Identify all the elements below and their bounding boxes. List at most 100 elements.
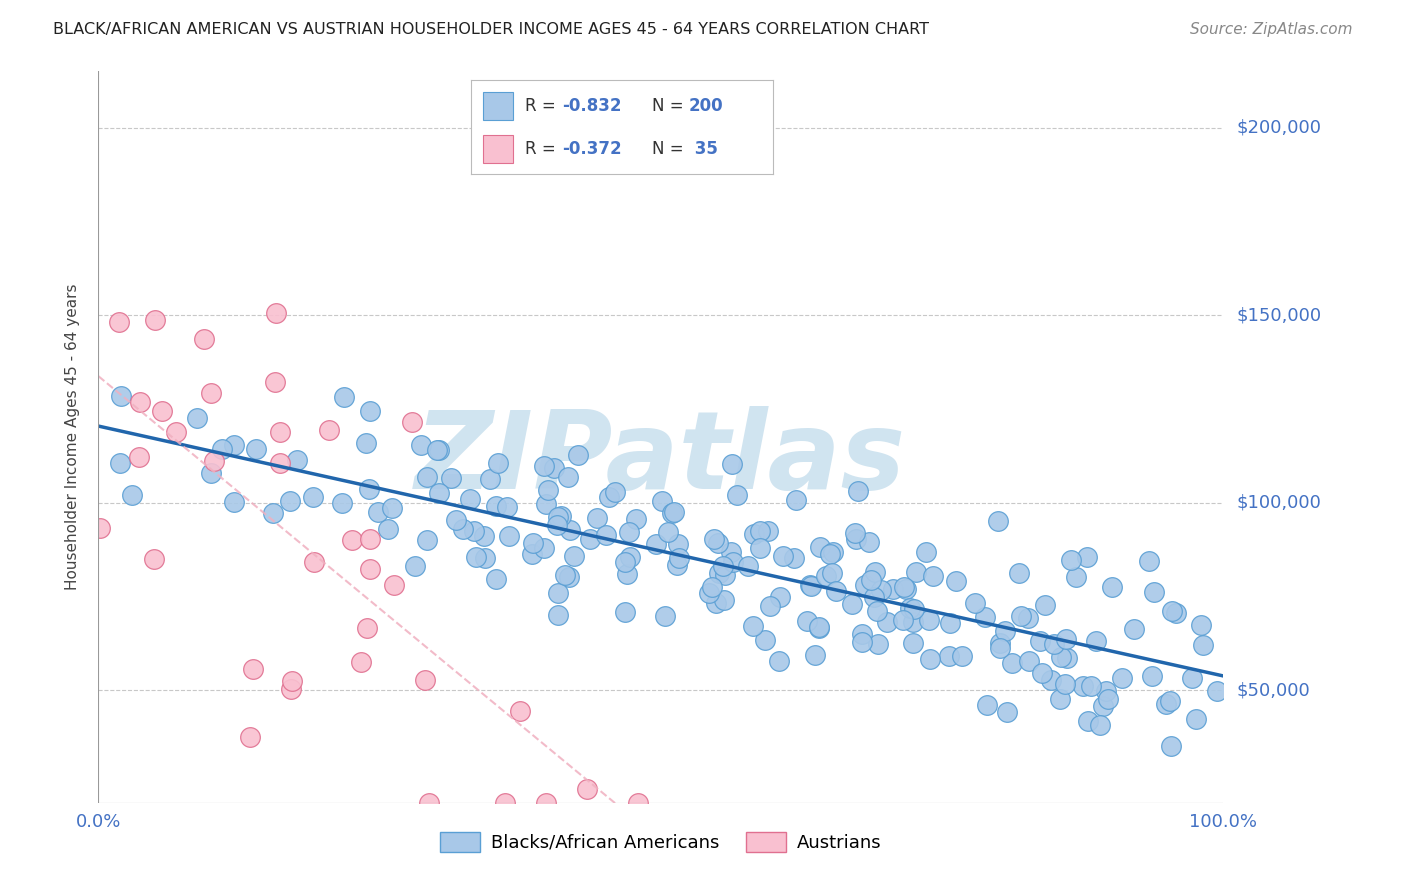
- Point: [359, 532, 381, 546]
- Point: [595, 528, 617, 542]
- Point: [142, 551, 165, 566]
- Point: [262, 506, 284, 520]
- Point: [1008, 566, 1031, 581]
- Point: [186, 410, 208, 425]
- Point: [318, 423, 340, 437]
- Point: [474, 551, 496, 566]
- Point: [1080, 679, 1102, 693]
- Point: [416, 533, 439, 548]
- Point: [495, 500, 517, 514]
- Point: [280, 682, 302, 697]
- Point: [401, 415, 423, 429]
- Point: [486, 456, 509, 470]
- Point: [558, 570, 581, 584]
- Point: [585, 511, 607, 525]
- Point: [893, 580, 915, 594]
- Point: [332, 390, 354, 404]
- Point: [446, 513, 468, 527]
- Point: [89, 521, 111, 535]
- Point: [1054, 676, 1077, 690]
- Point: [382, 577, 405, 591]
- Point: [269, 456, 291, 470]
- Point: [416, 470, 439, 484]
- Point: [427, 442, 450, 457]
- Point: [576, 782, 599, 797]
- Point: [1137, 554, 1160, 568]
- Point: [377, 522, 399, 536]
- Text: $200,000: $200,000: [1237, 119, 1322, 136]
- Point: [721, 457, 744, 471]
- Point: [1142, 668, 1164, 682]
- Point: [409, 438, 432, 452]
- Point: [619, 550, 641, 565]
- Point: [721, 555, 744, 569]
- Y-axis label: Householder Income Ages 45 - 64 years: Householder Income Ages 45 - 64 years: [65, 284, 80, 591]
- Point: [128, 394, 150, 409]
- Point: [754, 632, 776, 647]
- Point: [567, 448, 589, 462]
- Point: [557, 470, 579, 484]
- Point: [1088, 718, 1111, 732]
- Point: [426, 443, 449, 458]
- Point: [846, 484, 869, 499]
- Point: [211, 442, 233, 456]
- Point: [359, 562, 381, 576]
- Point: [772, 549, 794, 564]
- Text: 35: 35: [689, 140, 717, 158]
- Point: [749, 541, 772, 555]
- Point: [627, 796, 650, 810]
- Text: BLACK/AFRICAN AMERICAN VS AUSTRIAN HOUSEHOLDER INCOME AGES 45 - 64 YEARS CORRELA: BLACK/AFRICAN AMERICAN VS AUSTRIAN HOUSE…: [53, 22, 929, 37]
- Point: [869, 582, 891, 597]
- Point: [1071, 679, 1094, 693]
- Point: [863, 590, 886, 604]
- Point: [666, 537, 689, 551]
- Point: [522, 536, 544, 550]
- Point: [841, 598, 863, 612]
- Point: [853, 578, 876, 592]
- Point: [876, 615, 898, 629]
- Point: [560, 523, 582, 537]
- Point: [859, 573, 882, 587]
- Point: [699, 586, 721, 600]
- Point: [858, 535, 880, 549]
- Point: [664, 505, 686, 519]
- Point: [340, 533, 363, 547]
- Point: [367, 505, 389, 519]
- Point: [1060, 552, 1083, 566]
- Point: [202, 453, 225, 467]
- Point: [938, 648, 960, 663]
- Point: [988, 636, 1011, 650]
- Point: [143, 313, 166, 327]
- Point: [994, 624, 1017, 638]
- Point: [110, 389, 132, 403]
- Point: [498, 529, 520, 543]
- Point: [1018, 654, 1040, 668]
- Text: $150,000: $150,000: [1237, 306, 1322, 324]
- Point: [537, 483, 560, 497]
- Point: [418, 796, 440, 810]
- Point: [150, 403, 173, 417]
- Point: [803, 648, 825, 663]
- Point: [264, 305, 287, 319]
- Point: [901, 615, 924, 629]
- Point: [737, 558, 759, 573]
- Point: [564, 549, 586, 563]
- Point: [898, 600, 921, 615]
- Point: [976, 698, 998, 713]
- Text: R =: R =: [526, 140, 561, 158]
- Point: [1050, 649, 1073, 664]
- Text: N =: N =: [652, 97, 689, 115]
- Point: [950, 649, 973, 664]
- Point: [624, 512, 647, 526]
- Bar: [484, 135, 513, 162]
- Point: [905, 565, 928, 579]
- Point: [616, 566, 638, 581]
- Point: [429, 485, 451, 500]
- Point: [1064, 570, 1087, 584]
- Point: [725, 488, 748, 502]
- Point: [1189, 617, 1212, 632]
- Point: [550, 508, 572, 523]
- Point: [1143, 585, 1166, 599]
- Point: [404, 558, 426, 573]
- Point: [700, 580, 723, 594]
